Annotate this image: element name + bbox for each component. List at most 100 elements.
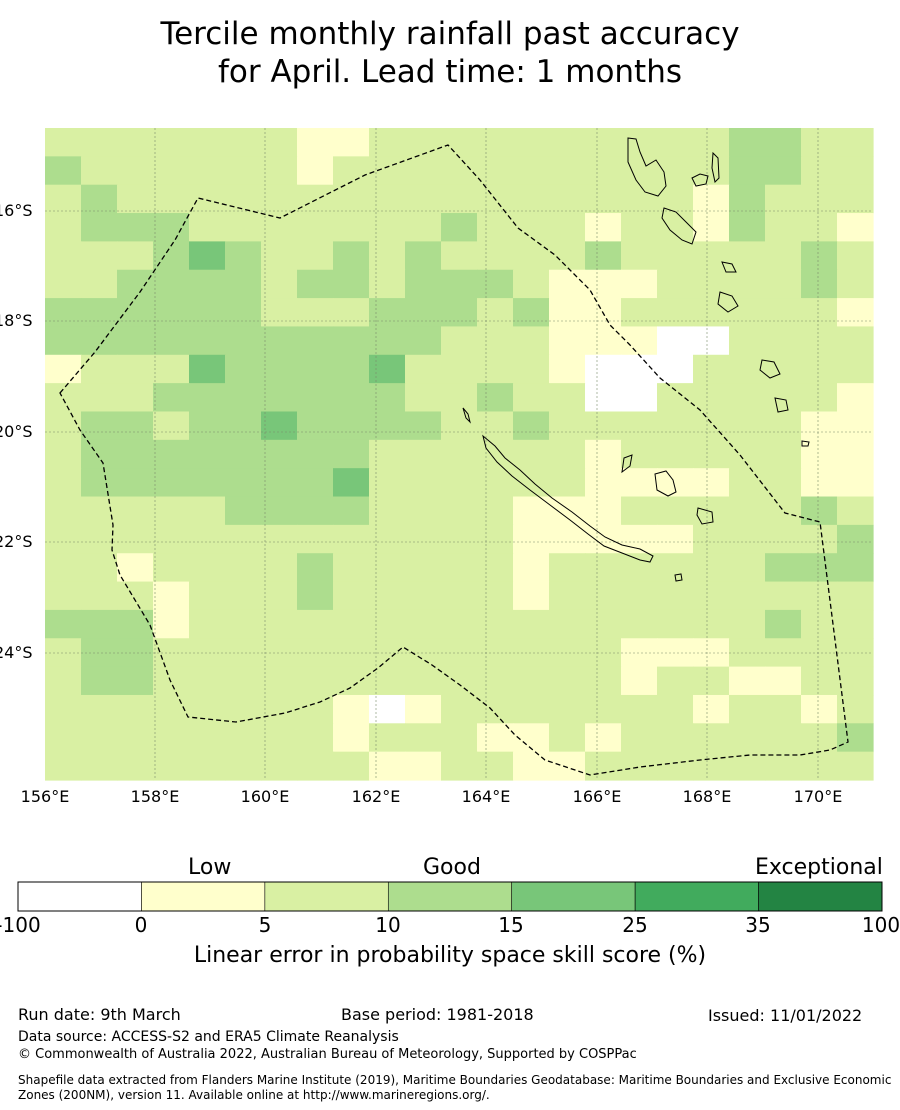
espiritu-santo-coast — [627, 137, 667, 197]
grid-cell — [369, 638, 406, 668]
grid-cell — [765, 241, 802, 271]
eez-boundary — [59, 144, 849, 776]
grid-cell — [333, 411, 370, 441]
grid-cell — [837, 638, 874, 668]
grid-cell — [621, 269, 658, 299]
grid-cell — [369, 354, 406, 384]
grid-cell — [441, 553, 478, 583]
grid-cell — [585, 751, 622, 781]
grid-cell — [765, 524, 802, 554]
colorbar-tick: 35 — [745, 913, 771, 937]
grid-cell — [81, 269, 118, 299]
grid-cell — [765, 269, 802, 299]
grid-cell — [261, 156, 298, 186]
grid-cell — [189, 298, 226, 328]
grid-cell — [189, 609, 226, 639]
pentecost-coast — [691, 173, 709, 187]
grid-cell — [801, 581, 838, 611]
grid-cell — [297, 694, 334, 724]
grid-cell — [117, 269, 154, 299]
grid-cell — [513, 524, 550, 554]
grid-cell — [621, 213, 658, 242]
grid-cell — [801, 411, 838, 441]
grid-cell — [621, 666, 658, 696]
grid-cell — [441, 184, 478, 214]
grid-cell — [549, 638, 586, 668]
grid-cell — [801, 524, 838, 554]
colorbar-tick: 15 — [498, 913, 524, 937]
grid-cell — [801, 128, 838, 157]
grid-cell — [765, 354, 802, 384]
grid-cell — [405, 354, 442, 384]
grid-cell — [261, 694, 298, 724]
grid-cell — [801, 638, 838, 668]
grid-cell — [45, 354, 82, 384]
grid-cell — [405, 213, 442, 242]
grid-cell — [369, 439, 406, 469]
grid-cell — [153, 496, 190, 526]
grid-cell — [45, 241, 82, 271]
grid-cell — [549, 411, 586, 441]
lon-label: 170°E — [793, 787, 843, 806]
grid-cell — [585, 184, 622, 214]
grid-cell — [45, 411, 82, 441]
grid-cell — [189, 411, 226, 441]
grid-cell — [153, 213, 190, 242]
grid-cell — [441, 609, 478, 639]
grid-cell — [801, 723, 838, 753]
grid-cell — [153, 184, 190, 214]
grid-cell — [657, 694, 694, 724]
grid-cell — [765, 128, 802, 157]
grid-cell — [513, 496, 550, 526]
ouvea-coast — [621, 454, 633, 474]
grid-cell — [333, 241, 370, 271]
grid-cell — [297, 298, 334, 328]
grid-cell — [801, 241, 838, 271]
grid-cell — [729, 751, 766, 781]
grid-cell — [297, 666, 334, 696]
grid-cell — [153, 326, 190, 356]
lat-label: 18°S — [0, 311, 33, 330]
grid-cell — [333, 298, 370, 328]
grid-cell — [765, 184, 802, 214]
grid-cell — [441, 694, 478, 724]
grid-cell — [549, 553, 586, 583]
data-source: Data source: ACCESS-S2 and ERA5 Climate … — [18, 1029, 399, 1045]
grid-cell — [441, 298, 478, 328]
grid-cell — [657, 326, 694, 356]
grid-cell — [81, 553, 118, 583]
grid-cell — [369, 694, 406, 724]
colorbar-title: Linear error in probability space skill … — [193, 943, 707, 968]
grid-cell — [405, 496, 442, 526]
grid-cell — [117, 553, 154, 583]
grid-cell — [153, 156, 190, 186]
grid-cell — [801, 298, 838, 328]
grid-cell — [189, 496, 226, 526]
grid-cell — [477, 128, 514, 157]
grid-cell — [333, 751, 370, 781]
grid-cell — [801, 383, 838, 413]
grid-cell — [45, 439, 82, 469]
grid-cell — [261, 638, 298, 668]
isle-of-pines-coast — [674, 573, 683, 582]
grid-cell — [585, 553, 622, 583]
grid-cell — [261, 609, 298, 639]
grid-cell — [81, 213, 118, 242]
grid-cell — [369, 184, 406, 214]
grid-cell — [117, 666, 154, 696]
grid-cell — [657, 269, 694, 299]
grid-cell — [477, 468, 514, 498]
grid-cell — [693, 468, 730, 498]
grid-cell — [657, 383, 694, 413]
lon-label: 160°E — [240, 787, 290, 806]
grid-cell — [333, 213, 370, 242]
grid-cell — [729, 269, 766, 299]
grid-cell — [513, 156, 550, 186]
grid-cell — [765, 694, 802, 724]
grid-cell — [153, 553, 190, 583]
grid-cell — [585, 156, 622, 186]
grid-cell — [189, 326, 226, 356]
grid-cell — [117, 723, 154, 753]
grid-cell — [225, 411, 262, 441]
